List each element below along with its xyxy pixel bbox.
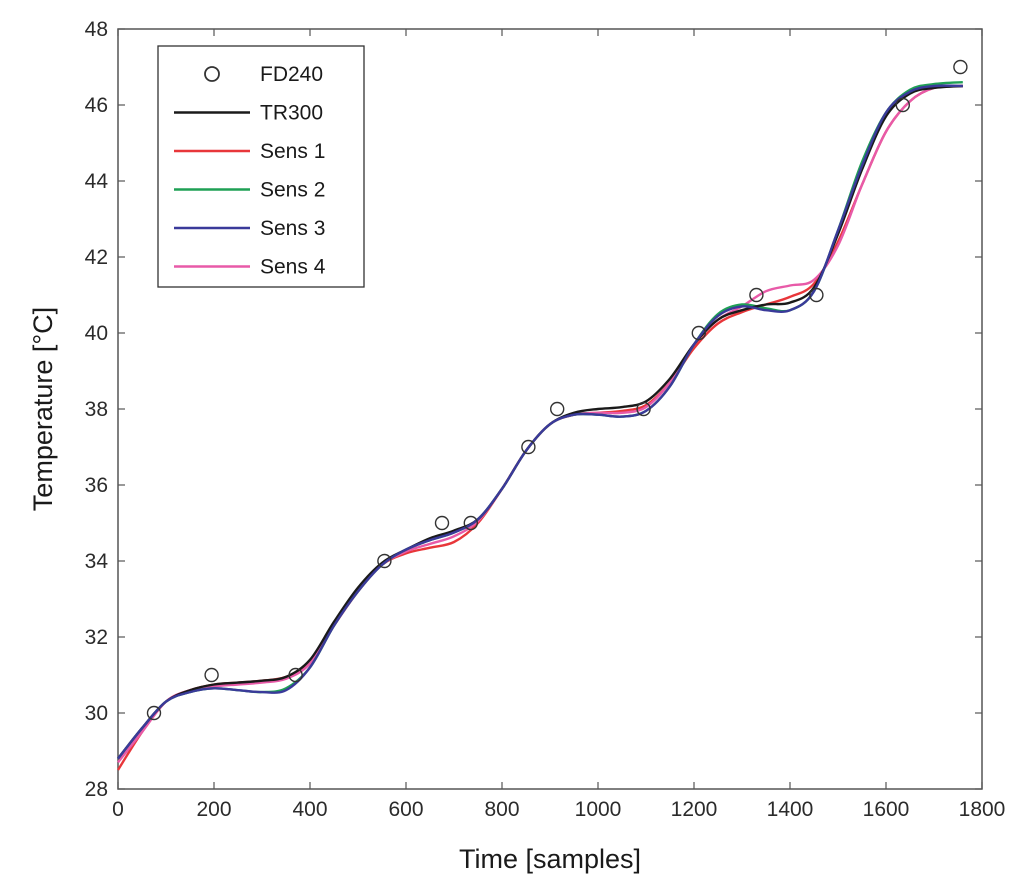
data-point-fd240: [463, 515, 478, 531]
data-point-fd240: [636, 401, 651, 417]
x-tick-label: 1400: [767, 798, 814, 821]
y-tick-label: 42: [85, 246, 108, 269]
y-tick-label: 38: [85, 398, 108, 421]
x-tick-label: 200: [196, 798, 231, 821]
data-point-fd240: [146, 705, 162, 721]
data-point-fd240: [288, 667, 303, 683]
y-tick-label: 34: [85, 550, 109, 573]
x-tick-label: 1800: [959, 798, 1006, 821]
data-point-fd240: [691, 325, 706, 341]
y-tick-label: 40: [85, 322, 108, 345]
data-point-fd240: [953, 59, 968, 75]
legend-label-sens-4: Sens 4: [260, 256, 326, 279]
legend-label-sens-3: Sens 3: [260, 217, 325, 240]
data-point-fd240: [204, 667, 219, 683]
data-point-fd240: [434, 515, 450, 531]
legend-label-sens-1: Sens 1: [260, 140, 325, 163]
y-tick-label: 36: [85, 474, 108, 497]
x-tick-label: 1600: [863, 798, 910, 821]
legend-box: [157, 45, 365, 288]
legend-label-tr300: TR300: [260, 102, 323, 125]
legend: FD240 TR300 Sens 1 Sens 2 Sens 3 Sens 4: [157, 45, 365, 288]
x-tick-label: 800: [484, 798, 519, 821]
x-tick-label: 400: [292, 798, 327, 821]
y-tick-label: 46: [85, 94, 108, 117]
y-axis-title: Temperature [°C]: [28, 307, 58, 511]
data-point-fd240: [550, 401, 565, 417]
data-point-fd240: [895, 97, 910, 113]
y-tick-label: 44: [85, 170, 109, 193]
data-point-fd240: [377, 553, 392, 569]
x-tick-label: 1200: [671, 798, 718, 821]
data-point-fd240: [521, 439, 536, 455]
legend-marker-fd240: [204, 66, 220, 82]
x-axis-title: Time [samples]: [459, 844, 641, 874]
data-point-fd240: [749, 287, 764, 303]
y-tick-label: 48: [85, 18, 108, 41]
data-point-fd240: [809, 287, 824, 303]
legend-label-sens-2: Sens 2: [260, 179, 325, 202]
x-tick-label: 600: [388, 798, 423, 821]
y-tick-label: 32: [85, 626, 108, 649]
y-tick-label: 30: [85, 702, 108, 725]
legend-label-fd240: FD240: [260, 63, 323, 86]
series-line-sens-3: [117, 84, 963, 760]
y-tick-label: 28: [85, 778, 108, 801]
axis-ticks: 0 200 400 600 800 1000 1200 1400 1600 1800 28 30 32 3…: [85, 18, 1006, 821]
x-tick-label: 0: [112, 798, 124, 821]
series-layer: [116, 59, 968, 771]
x-tick-label: 1000: [575, 798, 622, 821]
